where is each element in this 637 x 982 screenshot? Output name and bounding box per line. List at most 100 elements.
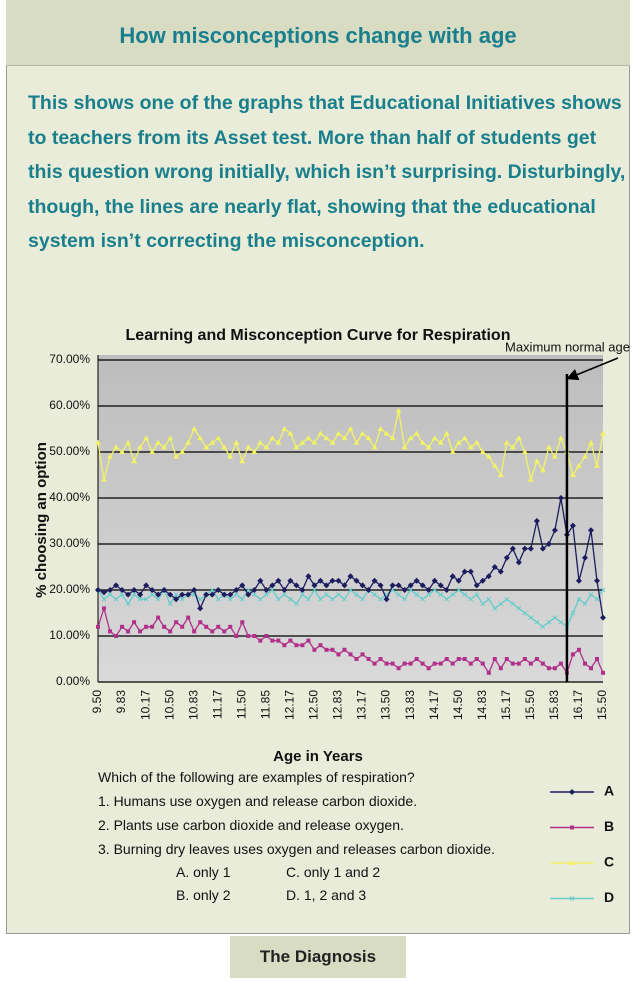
marker (252, 634, 257, 638)
marker (167, 435, 174, 441)
marker (588, 666, 593, 671)
marker (131, 458, 138, 464)
marker (521, 545, 528, 552)
marker (413, 577, 420, 584)
marker (203, 591, 210, 598)
marker (510, 661, 515, 666)
marker (558, 619, 564, 625)
marker (509, 444, 516, 450)
x-tick-label: 13.83 (403, 690, 417, 720)
marker (582, 661, 587, 666)
marker (437, 439, 444, 445)
marker (251, 449, 258, 454)
marker (365, 435, 372, 441)
marker (324, 592, 329, 597)
marker (204, 624, 209, 629)
marker (522, 657, 527, 661)
marker (275, 577, 282, 584)
marker (557, 495, 564, 501)
marker (101, 476, 108, 482)
marker (288, 596, 293, 602)
marker (354, 657, 359, 661)
x-tick-label: 12.17 (283, 690, 297, 720)
marker (293, 444, 300, 450)
marker (258, 638, 263, 643)
series (95, 407, 606, 483)
marker (138, 629, 143, 634)
marker (197, 605, 204, 612)
marker (347, 426, 354, 431)
marker (162, 624, 167, 629)
marker (330, 647, 335, 652)
question-stem: Which of the following are examples of r… (98, 769, 415, 785)
marker (576, 647, 581, 652)
y-tick-label: 60.00% (49, 398, 90, 412)
marker (246, 634, 251, 638)
marker (377, 582, 384, 589)
marker (215, 435, 222, 441)
marker (155, 439, 162, 445)
marker (96, 624, 100, 629)
marker (131, 587, 138, 593)
legend-item: B (550, 818, 614, 834)
marker (245, 591, 252, 598)
marker (408, 587, 413, 593)
footer-tab: The Diagnosis (230, 936, 406, 978)
marker (516, 661, 521, 666)
marker (335, 430, 342, 436)
marker (498, 601, 504, 607)
marker (407, 435, 414, 441)
x-tick-label: 14.17 (427, 690, 441, 720)
marker (425, 587, 432, 593)
marker (125, 591, 132, 598)
marker (497, 472, 504, 477)
marker (420, 596, 425, 602)
marker (486, 670, 491, 675)
marker (437, 582, 444, 589)
marker (149, 449, 156, 454)
x-tick-label: 12.50 (307, 690, 321, 720)
marker (353, 439, 360, 445)
marker (107, 453, 114, 459)
chart: Learning and Misconception Curve for Res… (33, 327, 630, 905)
marker (569, 472, 576, 477)
marker (173, 592, 179, 597)
marker (390, 661, 395, 666)
marker (515, 559, 522, 566)
marker (311, 439, 318, 445)
marker (426, 666, 431, 671)
marker (263, 444, 270, 450)
marker (396, 592, 401, 597)
y-tick-label: 40.00% (49, 490, 90, 504)
marker (221, 444, 228, 450)
marker (414, 657, 419, 661)
marker (378, 596, 383, 602)
marker (312, 587, 317, 593)
marker (395, 582, 402, 589)
marker (341, 435, 348, 441)
marker (318, 643, 323, 648)
marker (209, 439, 216, 445)
y-tick-label: 10.00% (49, 628, 90, 642)
marker (126, 629, 131, 634)
marker (491, 462, 498, 468)
marker (317, 430, 324, 436)
marker (347, 573, 354, 580)
series (95, 495, 606, 621)
marker (312, 647, 317, 652)
legend-marker (569, 789, 575, 795)
annotation-text: Maximum normal age (505, 339, 630, 354)
marker (143, 435, 150, 441)
marker (468, 596, 474, 602)
marker (233, 587, 240, 593)
legend-label: D (604, 889, 614, 905)
marker (456, 657, 461, 661)
statement: 3. Burning dry leaves uses oxygen and re… (98, 841, 495, 857)
marker (359, 430, 366, 436)
legend-marker (569, 860, 575, 865)
marker (444, 596, 450, 602)
marker (456, 587, 462, 593)
option: B. only 2 (176, 887, 231, 903)
marker (581, 554, 588, 561)
x-tick-label: 15.50 (595, 690, 609, 720)
